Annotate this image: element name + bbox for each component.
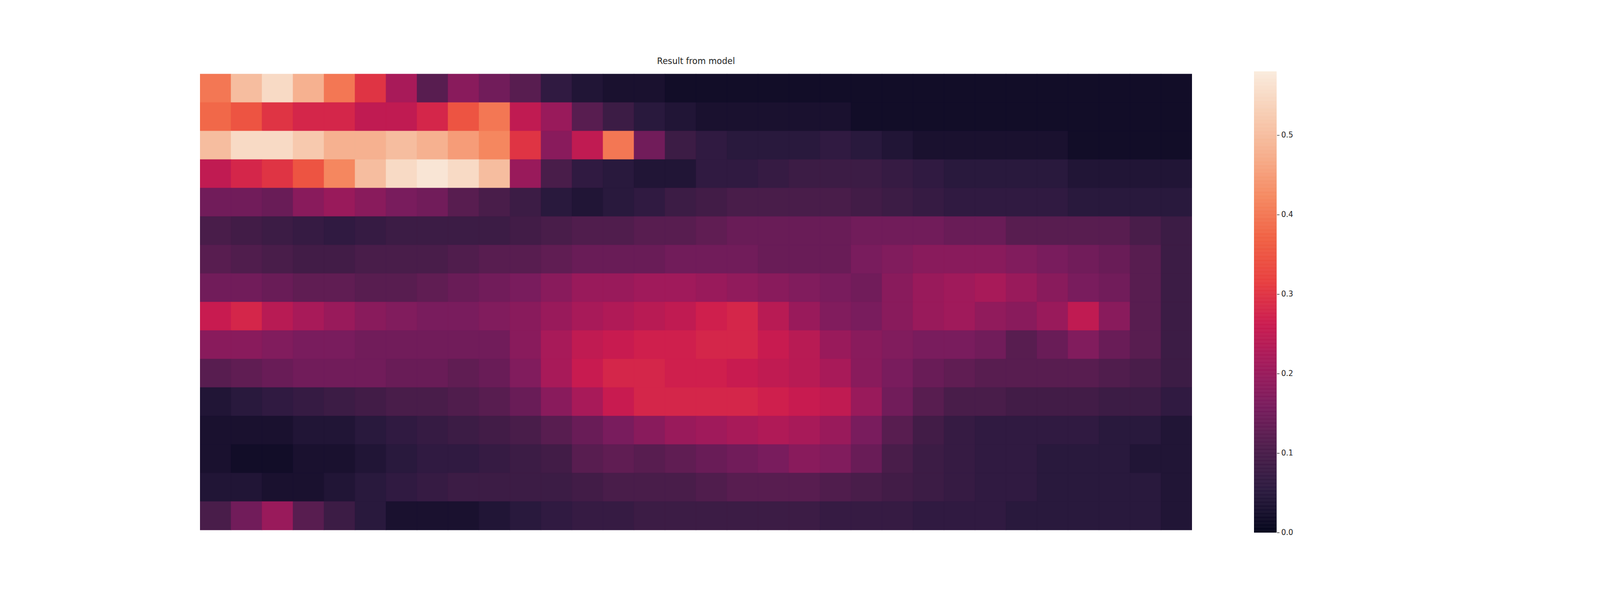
html-text:Result from model: Result from model: [657, 56, 735, 66]
svg-text:0.2: 0.2: [1281, 369, 1294, 378]
svg-text:0.0: 0.0: [1281, 528, 1294, 537]
svg-text:0.1: 0.1: [1281, 448, 1294, 458]
svg-text:0.4: 0.4: [1281, 210, 1294, 219]
svg-text:0.5: 0.5: [1281, 130, 1294, 140]
svg-text:0.3: 0.3: [1281, 289, 1294, 299]
